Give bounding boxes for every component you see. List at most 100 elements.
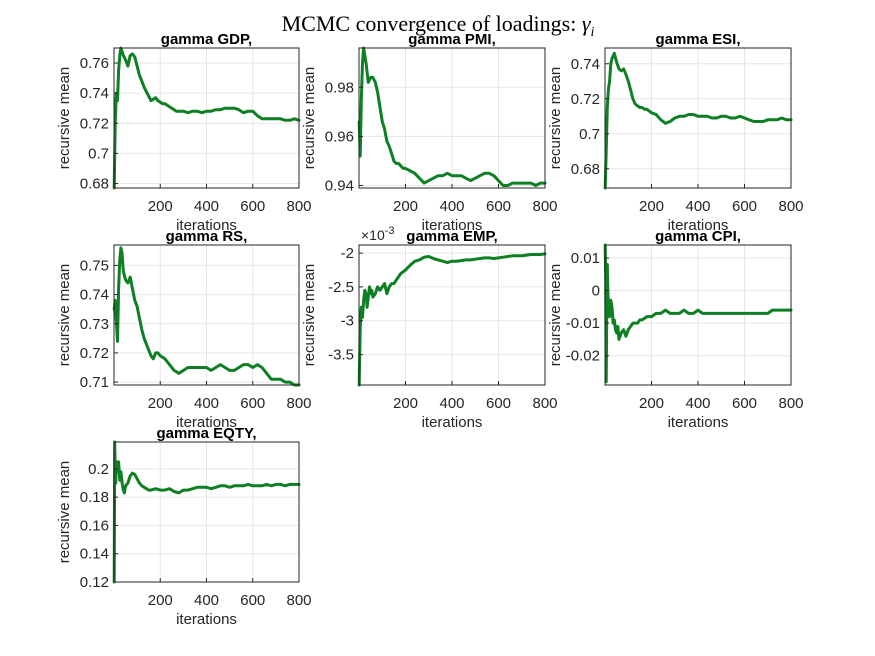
x-tick-label: 600 bbox=[240, 198, 265, 215]
y-axis-label: recursive mean bbox=[301, 67, 318, 170]
y-tick-label: 0.72 bbox=[571, 91, 600, 108]
x-tick-label: 200 bbox=[148, 198, 173, 215]
x-tick-label: 400 bbox=[194, 592, 219, 609]
series-line-emp bbox=[357, 252, 547, 387]
y-tick-label: 0.73 bbox=[80, 316, 109, 333]
x-tick-label: 400 bbox=[439, 198, 464, 215]
series-line-cpi bbox=[603, 243, 793, 384]
x-axis-label: iterations bbox=[668, 414, 729, 431]
y-tick-label: -3 bbox=[341, 313, 354, 330]
x-tick-label: 200 bbox=[639, 395, 664, 412]
y-tick-label: 0.16 bbox=[80, 517, 109, 534]
subplot-pmi: 200 400 600 800 0.94 0.96 0.98 iterations recurs… bbox=[301, 31, 558, 234]
x-tick-label: 200 bbox=[393, 198, 418, 215]
y-tick-label: 0.18 bbox=[80, 489, 109, 506]
figure-title-text: MCMC convergence of loadings: bbox=[282, 11, 582, 36]
x-tick-label: 600 bbox=[486, 198, 511, 215]
x-tick-label: 400 bbox=[685, 198, 710, 215]
y-tick-label: 0.75 bbox=[80, 257, 109, 274]
y-tick-label: -2.5 bbox=[328, 279, 354, 296]
y-tick-label: 0.74 bbox=[571, 56, 600, 73]
x-tick-label: 600 bbox=[732, 395, 757, 412]
x-tick-label: 800 bbox=[778, 198, 803, 215]
x-axis-label: iterations bbox=[668, 217, 729, 234]
y-tick-label: 0.94 bbox=[325, 178, 354, 195]
x-tick-label: 800 bbox=[532, 198, 557, 215]
x-axis-label: iterations bbox=[176, 611, 237, 628]
x-tick-label: 200 bbox=[148, 592, 173, 609]
y-tick-label: 0.7 bbox=[579, 126, 600, 143]
subplot-title: gamma PMI, bbox=[408, 31, 496, 48]
figure-title-symbol: γ bbox=[582, 11, 592, 36]
x-axis-label: iterations bbox=[176, 414, 237, 431]
subplot-grid: 200 400 600 800 0.68 0.7 0.72 0.74 0.76 iteration… bbox=[56, 31, 804, 628]
x-tick-label: 800 bbox=[532, 395, 557, 412]
x-tick-label: 200 bbox=[148, 395, 173, 412]
y-tick-label: 0.74 bbox=[80, 85, 109, 102]
subplot-title: gamma GDP, bbox=[161, 31, 252, 48]
x-axis-label: iterations bbox=[422, 414, 483, 431]
x-tick-label: 400 bbox=[194, 395, 219, 412]
series-line-pmi bbox=[357, 46, 547, 187]
subplot-eqty: 200 400 600 800 0.12 0.14 0.16 0.18 0.2 iteration… bbox=[56, 425, 312, 628]
x-tick-label: 800 bbox=[286, 395, 311, 412]
x-axis-label: iterations bbox=[422, 217, 483, 234]
y-tick-label: -0.02 bbox=[566, 348, 600, 365]
x-tick-label: 400 bbox=[439, 395, 464, 412]
y-tick-label: 0 bbox=[592, 283, 600, 300]
figure-title-subscript: i bbox=[591, 25, 595, 40]
subplot-title: gamma CPI, bbox=[655, 228, 741, 245]
x-tick-label: 600 bbox=[486, 395, 511, 412]
x-tick-label: 200 bbox=[639, 198, 664, 215]
x-tick-label: 400 bbox=[194, 198, 219, 215]
y-axis-label: recursive mean bbox=[547, 264, 564, 367]
multiplier-exponent: -3 bbox=[385, 225, 395, 237]
y-axis-label: recursive mean bbox=[547, 67, 564, 170]
x-tick-label: 800 bbox=[286, 592, 311, 609]
y-tick-label: 0.12 bbox=[80, 574, 109, 591]
y-tick-label: 0.76 bbox=[80, 55, 109, 72]
y-axis-multiplier: ×10-3 bbox=[361, 225, 395, 243]
y-tick-label: 0.2 bbox=[88, 461, 109, 478]
subplot-gdp: 200 400 600 800 0.68 0.7 0.72 0.74 0.76 iteration… bbox=[56, 31, 312, 234]
y-tick-label: 0.7 bbox=[88, 145, 109, 162]
y-tick-label: 0.71 bbox=[80, 374, 109, 391]
y-axis-label: recursive mean bbox=[56, 67, 73, 170]
series-line-rs bbox=[112, 246, 301, 387]
y-tick-label: 0.14 bbox=[80, 546, 109, 563]
y-tick-label: -3.5 bbox=[328, 347, 354, 364]
y-tick-label: 0.74 bbox=[80, 287, 109, 304]
subplot-title: gamma EQTY, bbox=[156, 425, 256, 442]
series-line-gdp bbox=[112, 46, 301, 190]
subplot-esi: 200 400 600 800 0.68 0.7 0.72 0.74 iterations rec… bbox=[547, 31, 804, 234]
y-tick-label: 0.72 bbox=[80, 115, 109, 132]
subplot-title: gamma EMP, bbox=[406, 228, 497, 245]
subplot-cpi: 200 400 600 800 -0.02 -0.01 0 0.01 iterations rec… bbox=[547, 228, 804, 431]
subplot-title: gamma RS, bbox=[166, 228, 248, 245]
x-tick-label: 600 bbox=[240, 395, 265, 412]
x-tick-label: 400 bbox=[685, 395, 710, 412]
y-tick-label: 0.01 bbox=[571, 250, 600, 267]
x-tick-label: 200 bbox=[393, 395, 418, 412]
y-tick-label: 0.96 bbox=[325, 128, 354, 145]
figure-title: MCMC convergence of loadings: γi bbox=[282, 11, 595, 40]
x-axis-label: iterations bbox=[176, 217, 237, 234]
y-tick-label: 0.72 bbox=[80, 345, 109, 362]
subplot-emp: 200 400 600 800-3.5-3-2.5-2×10-3iterationsr… bbox=[301, 225, 558, 431]
subplot-title: gamma ESI, bbox=[655, 31, 740, 48]
multiplier-base: ×10 bbox=[361, 227, 385, 243]
subplot-rs: 200 400 600 800 0.71 0.72 0.73 0.74 0.75 iteratio… bbox=[56, 228, 312, 431]
y-tick-label: -0.01 bbox=[566, 315, 600, 332]
series-line-esi bbox=[603, 51, 793, 190]
y-axis-label: recursive mean bbox=[56, 461, 73, 564]
y-tick-label: 0.68 bbox=[571, 161, 600, 178]
x-tick-label: 800 bbox=[286, 198, 311, 215]
y-axis-label: recursive mean bbox=[56, 264, 73, 367]
x-tick-label: 600 bbox=[240, 592, 265, 609]
y-axis-label: recursive mean bbox=[301, 264, 318, 367]
x-tick-label: 800 bbox=[778, 395, 803, 412]
y-tick-label: 0.68 bbox=[80, 175, 109, 192]
series-line-eqty bbox=[112, 440, 301, 584]
y-tick-label: 0.98 bbox=[325, 79, 354, 96]
